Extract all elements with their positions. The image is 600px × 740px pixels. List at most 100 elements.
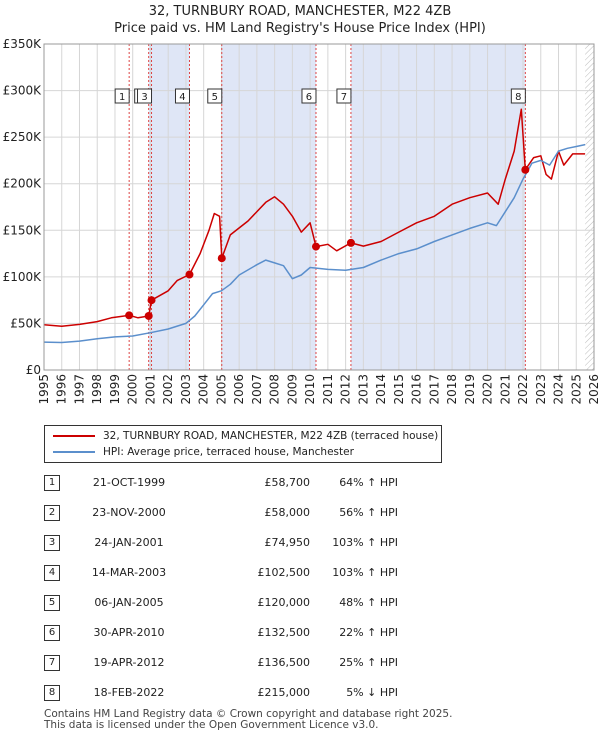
table-row: 6 30-APR-2010 £132,500 22% ↑ HPI bbox=[44, 625, 464, 643]
sale-label-text: 3 bbox=[141, 92, 147, 103]
sale-label-box bbox=[336, 88, 352, 104]
row-date: 21-OCT-1999 bbox=[92, 476, 166, 489]
x-tick-label: 1996 bbox=[55, 374, 69, 405]
x-tick-label: 2010 bbox=[303, 374, 317, 405]
row-date: 18-FEB-2022 bbox=[93, 686, 165, 699]
x-tick-label: 2012 bbox=[339, 374, 353, 405]
ownership-period-shade bbox=[350, 44, 526, 370]
sale-label-text: 6 bbox=[306, 92, 312, 103]
y-tick-label: £100K bbox=[3, 270, 43, 284]
plot-frame bbox=[43, 43, 595, 371]
y-tick-label: £250K bbox=[3, 130, 43, 144]
sale-label-text: 7 bbox=[341, 92, 347, 103]
x-tick-label: 2007 bbox=[250, 374, 264, 405]
row-hpi: 103% ↑ HPI bbox=[332, 536, 398, 549]
x-tick-label: 2015 bbox=[392, 374, 406, 405]
table-row: 7 19-APR-2012 £136,500 25% ↑ HPI bbox=[44, 655, 464, 673]
sale-label-box bbox=[137, 88, 153, 104]
sale-point bbox=[144, 311, 153, 320]
x-tick-label: 1997 bbox=[72, 374, 86, 405]
x-tick-label: 1995 bbox=[37, 374, 51, 405]
x-tick-label: 2018 bbox=[445, 374, 459, 405]
row-price: £58,700 bbox=[264, 476, 311, 489]
sale-point bbox=[521, 165, 530, 174]
row-number-badge: 7 bbox=[44, 655, 60, 671]
table-row: 1 21-OCT-1999 £58,700 64% ↑ HPI bbox=[44, 475, 464, 493]
x-tick-label: 2022 bbox=[516, 374, 530, 405]
table-row: 8 18-FEB-2022 £215,000 5% ↓ HPI bbox=[44, 685, 464, 703]
row-date: 06-JAN-2005 bbox=[94, 596, 164, 609]
sale-label-box bbox=[207, 88, 223, 104]
row-hpi: 56% ↑ HPI bbox=[339, 506, 398, 519]
x-tick-label: 2021 bbox=[498, 374, 512, 405]
x-tick-label: 2017 bbox=[427, 374, 441, 405]
sale-point bbox=[125, 311, 134, 320]
sale-point bbox=[311, 242, 320, 251]
x-tick-label: 2008 bbox=[268, 374, 282, 405]
row-date: 19-APR-2012 bbox=[93, 656, 165, 669]
x-tick-label: 2014 bbox=[374, 374, 388, 405]
row-hpi: 22% ↑ HPI bbox=[339, 626, 398, 639]
x-tick-label: 2005 bbox=[214, 374, 228, 405]
sale-label-box bbox=[174, 88, 190, 104]
row-date: 24-JAN-2001 bbox=[94, 536, 164, 549]
row-number-badge: 1 bbox=[44, 475, 60, 491]
x-tick-label: 2011 bbox=[321, 374, 335, 405]
x-tick-label: 2016 bbox=[410, 374, 424, 405]
row-number-badge: 5 bbox=[44, 595, 60, 611]
x-tick-label: 2002 bbox=[161, 374, 175, 405]
legend-swatch-property bbox=[53, 435, 95, 437]
x-tick-label: 2024 bbox=[552, 374, 566, 405]
sale-label-text: 5 bbox=[212, 92, 218, 103]
price-chart: 12345678 £0£50K£100K£150K£200K£250K£300K… bbox=[3, 37, 600, 405]
x-tick-label: 2025 bbox=[569, 374, 583, 405]
x-tick-label: 2009 bbox=[285, 374, 299, 405]
x-tick-label: 2001 bbox=[143, 374, 157, 405]
row-hpi: 64% ↑ HPI bbox=[339, 476, 398, 489]
x-tick-label: 2019 bbox=[463, 374, 477, 405]
footer-attribution: Contains HM Land Registry data © Crown c… bbox=[44, 709, 452, 731]
x-tick-label: 2004 bbox=[197, 374, 211, 405]
row-price: £120,000 bbox=[257, 596, 311, 609]
ownership-period-shade bbox=[221, 44, 316, 370]
sale-label-box bbox=[114, 88, 130, 104]
sale-label-box bbox=[301, 88, 317, 104]
row-price: £74,950 bbox=[264, 536, 311, 549]
table-row: 4 14-MAR-2003 £102,500 103% ↑ HPI bbox=[44, 565, 464, 583]
row-number-badge: 6 bbox=[44, 625, 60, 641]
row-price: £136,500 bbox=[257, 656, 311, 669]
sale-label-text: 1 bbox=[119, 92, 125, 103]
table-row: 2 23-NOV-2000 £58,000 56% ↑ HPI bbox=[44, 505, 464, 523]
x-tick-label: 2020 bbox=[481, 374, 495, 405]
legend-swatch-hpi bbox=[53, 451, 95, 453]
table-row: 5 06-JAN-2005 £120,000 48% ↑ HPI bbox=[44, 595, 464, 613]
row-number-badge: 2 bbox=[44, 505, 60, 521]
y-tick-label: £50K bbox=[10, 316, 42, 330]
row-number-badge: 8 bbox=[44, 685, 60, 701]
x-tick-label: 1998 bbox=[90, 374, 104, 405]
y-tick-label: £150K bbox=[3, 223, 43, 237]
row-number-badge: 3 bbox=[44, 535, 60, 551]
y-tick-label: £300K bbox=[3, 84, 43, 98]
sale-point bbox=[147, 296, 156, 305]
row-price: £58,000 bbox=[264, 506, 311, 519]
row-price: £102,500 bbox=[257, 566, 311, 579]
x-tick-label: 2023 bbox=[534, 374, 548, 405]
y-tick-label: £0 bbox=[26, 363, 41, 377]
sale-label-text: 8 bbox=[515, 92, 521, 103]
row-price: £132,500 bbox=[257, 626, 311, 639]
legend-item-hpi: HPI: Average price, terraced house, Manc… bbox=[53, 444, 354, 460]
footer-copyright: Contains HM Land Registry data © Crown c… bbox=[44, 708, 453, 720]
sale-point bbox=[217, 254, 226, 263]
row-hpi: 103% ↑ HPI bbox=[332, 566, 398, 579]
hpi-line bbox=[43, 143, 586, 344]
x-tick-label: 2000 bbox=[126, 374, 140, 405]
sale-label-box bbox=[510, 88, 526, 104]
row-hpi: 48% ↑ HPI bbox=[339, 596, 398, 609]
row-price: £215,000 bbox=[257, 686, 311, 699]
legend-item-property: 32, TURNBURY ROAD, MANCHESTER, M22 4ZB (… bbox=[53, 428, 438, 444]
row-number-badge: 4 bbox=[44, 565, 60, 581]
y-tick-label: £200K bbox=[3, 177, 43, 191]
sale-label-text: 4 bbox=[179, 92, 185, 103]
y-tick-label: £350K bbox=[3, 37, 43, 51]
